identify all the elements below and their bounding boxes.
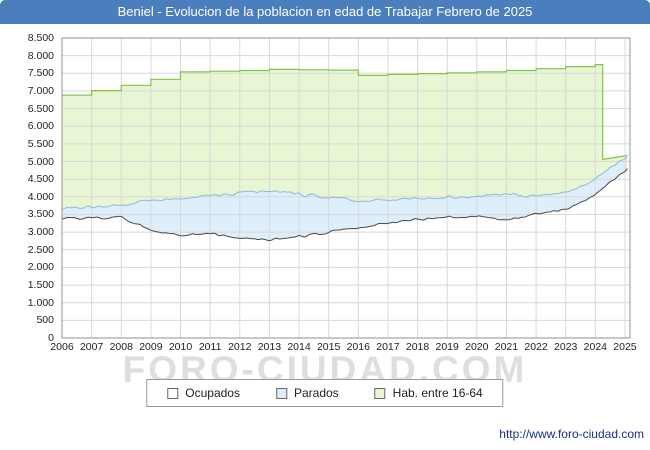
x-tick-label: 2019 [435,341,459,353]
y-tick-label: 8.500 [27,32,54,44]
x-tick-label: 2014 [287,341,311,353]
legend-item-hab-16-64: Hab. entre 16-64 [374,386,483,400]
x-tick-label: 2023 [554,341,578,353]
y-tick-label: 7.500 [27,67,54,80]
x-tick-label: 2024 [583,341,607,353]
x-tick-label: 2015 [316,341,341,353]
x-tick-label: 2009 [139,341,163,353]
x-tick-label: 2006 [50,341,74,353]
legend-swatch-0 [167,387,179,399]
y-tick-label: 7.000 [27,84,54,97]
y-tick-label: 2.000 [27,261,54,274]
x-tick-label: 2025 [613,341,637,353]
legend-swatch-2 [374,387,386,399]
y-tick-label: 3.500 [27,208,54,221]
y-tick-label: 500 [36,314,54,327]
x-tick-label: 2011 [198,341,222,353]
x-tick-label: 2016 [346,341,370,353]
x-tick-label: 2013 [257,341,282,353]
y-tick-label: 5.000 [27,155,54,168]
x-tick-label: 2012 [228,341,252,353]
y-tick-label: 4.500 [27,173,54,186]
y-tick-label: 4.000 [27,190,54,203]
x-tick-label: 2007 [79,341,104,353]
y-tick-label: 1.500 [27,279,54,292]
x-tick-label: 2008 [109,341,133,353]
legend: Ocupados Parados Hab. entre 16-64 [146,379,504,407]
y-tick-label: 1.000 [27,296,54,309]
x-tick-label: 2021 [494,341,519,353]
y-tick-label: 6.000 [27,120,54,133]
x-tick-label: 2018 [405,341,430,353]
y-tick-label: 0 [48,332,54,344]
x-tick-label: 2022 [524,341,548,353]
legend-label-hab-16-64: Hab. entre 16-64 [392,386,483,400]
y-tick-label: 3.000 [27,226,54,239]
legend-label-parados: Parados [293,386,339,400]
legend-item-parados: Parados [275,386,339,400]
legend-label-ocupados: Ocupados [185,386,240,400]
y-tick-label: 8.000 [27,49,54,62]
y-tick-label: 2.500 [27,243,54,256]
legend-swatch-1 [275,387,287,399]
y-tick-label: 5.500 [27,137,54,150]
y-tick-label: 6.500 [27,102,54,115]
x-tick-label: 2017 [376,341,400,353]
legend-item-ocupados: Ocupados [167,386,240,400]
x-tick-label: 2010 [168,341,193,353]
x-tick-label: 2020 [465,341,489,353]
chart-title: Beniel - Evolucion de la poblacion en ed… [0,0,650,24]
source-url-link[interactable]: http://www.foro-ciudad.com [499,427,644,441]
